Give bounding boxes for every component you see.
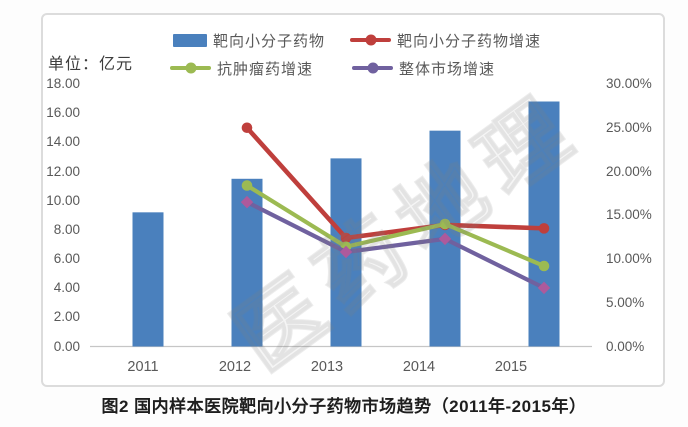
marker-series2-2014: [438, 232, 452, 246]
marker-series2-2012: [240, 195, 254, 209]
right-axis-tick: 5.00%: [606, 294, 645, 310]
x-axis-label: 2013: [310, 359, 344, 375]
legend-label: 靶向小分子药物: [213, 32, 326, 50]
marker-dot-icon: [365, 34, 376, 46]
marker-dot-icon: [185, 62, 196, 74]
left-axis-tick: 12.00: [46, 163, 80, 179]
left-axis-tick: 6.00: [53, 251, 80, 266]
line-series-0: [244, 125, 547, 241]
line-series-2: [244, 200, 547, 290]
right-axis-tick: 0.00%: [606, 338, 645, 354]
right-axis-tick: 20.00%: [606, 163, 652, 179]
marker-series0-2012: [241, 122, 253, 134]
x-axis-label: 2014: [402, 359, 436, 375]
left-axis-tick: 14.00: [46, 134, 80, 150]
legend-label: 靶向小分子药物增速: [397, 32, 542, 50]
x-axis-label: 2011: [127, 359, 159, 375]
left-axis-tick: 18.00: [46, 76, 80, 91]
left-axis-tick: 8.00: [53, 221, 80, 237]
x-axis-label: 2012: [218, 359, 252, 375]
marker-series2-2015: [537, 281, 551, 295]
figure-caption: 图2 国内样本医院靶向小分子药物市场趋势（2011年-2015年）: [101, 397, 587, 416]
marker-series1-2014: [439, 218, 451, 230]
marker-series1-2015: [538, 260, 550, 272]
left-axis-tick: 2.00: [53, 309, 80, 325]
legend-item-target-growth: 靶向小分子药物增速: [350, 31, 542, 50]
marker-series1-2012: [241, 180, 253, 191]
legend-item-overall-market-growth: 整体市场增速: [352, 59, 496, 78]
left-axis-tick: 0.00: [53, 338, 80, 354]
line-series-1: [244, 183, 547, 269]
left-axis-tick: 16.00: [46, 105, 80, 121]
marker-series0-2013: [340, 232, 352, 244]
legend-item-bar-series: 靶向小分子药物: [173, 31, 326, 50]
legend-label: 抗肿瘤药增速: [217, 60, 314, 78]
right-axis-tick: 15.00%: [606, 207, 652, 223]
x-axis-label: 2015: [494, 359, 528, 375]
right-axis-tick: 25.00%: [606, 119, 652, 135]
line-marker-swatch-icon: [170, 62, 211, 74]
left-axis-tick: 4.00: [53, 280, 80, 296]
bar-2011: [132, 212, 164, 347]
marker-dot-icon: [367, 62, 378, 74]
right-axis-tick: 30.00%: [606, 76, 652, 91]
left-axis-tick: 10.00: [46, 192, 80, 208]
marker-series0-2015: [538, 223, 550, 234]
bar-series-swatch-icon: [173, 33, 207, 47]
legend-item-antitumor-growth: 抗肿瘤药增速: [170, 59, 314, 78]
axis-unit-label: 单位：亿元: [48, 56, 134, 73]
line-marker-swatch-icon: [352, 62, 393, 74]
marker-series2-2013: [339, 245, 353, 259]
legend-label: 整体市场增速: [399, 60, 496, 78]
right-axis-tick: 10.00%: [606, 251, 652, 266]
line-marker-swatch-icon: [350, 34, 391, 46]
